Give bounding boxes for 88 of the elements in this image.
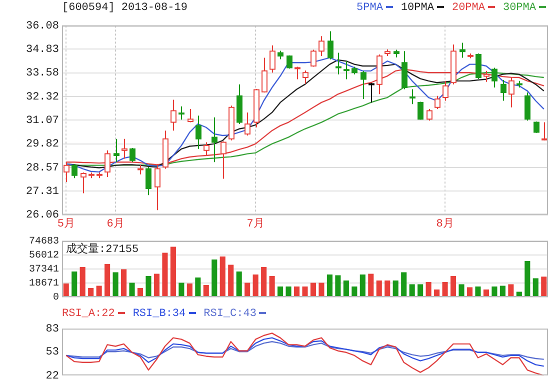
bar [492, 286, 498, 296]
bar [343, 280, 349, 296]
y-tick-label: 32.32 [26, 92, 59, 104]
bar [129, 282, 135, 296]
legend-label: RSI_C:43 [204, 307, 258, 321]
bar [318, 282, 324, 296]
y-tick-label: 31.07 [26, 115, 59, 128]
bar [376, 280, 382, 296]
bar [195, 278, 201, 296]
bar [269, 276, 275, 296]
bar [508, 284, 514, 296]
y-tick-label: 53 [46, 346, 59, 359]
bar [401, 272, 407, 296]
y-tick-label: 27.31 [26, 186, 60, 198]
bar [286, 286, 292, 296]
bar [261, 267, 267, 296]
bar [63, 284, 69, 296]
x-tick-label: 7月 [246, 217, 264, 230]
bar [121, 269, 127, 296]
bar [418, 284, 424, 296]
bar [392, 280, 398, 296]
y-tick-label: 29.82 [26, 138, 59, 151]
x-tick-label: 6月 [106, 217, 124, 230]
bar [409, 284, 415, 296]
bar [326, 274, 332, 296]
bar [466, 287, 473, 296]
bar [458, 284, 464, 296]
y-tick-label: 56012 [28, 250, 59, 262]
bar [384, 280, 390, 296]
bar [475, 286, 481, 296]
bar [335, 275, 341, 296]
bar [426, 282, 432, 296]
chart-title: 成交量:27155 [66, 241, 139, 256]
bar [252, 274, 258, 296]
y-tick-label: 33.58 [26, 68, 59, 80]
bar [186, 284, 192, 296]
y-tick-label: 36.08 [26, 20, 59, 33]
bar [483, 290, 489, 296]
y-tick-label: 22 [46, 370, 59, 382]
legend-label: RSI_B:34 [132, 307, 187, 321]
bar [541, 276, 547, 296]
legend-label: RSI_A:22 [62, 307, 116, 321]
bar [524, 261, 530, 296]
bar [302, 286, 308, 296]
y-tick-label: 34.83 [26, 44, 59, 56]
y-tick-label: 18671 [28, 278, 59, 290]
bar [72, 272, 78, 296]
bar [178, 282, 184, 296]
bar [360, 274, 366, 296]
bar [96, 286, 102, 296]
legend-label: 20PMA [452, 1, 486, 15]
y-tick-label: 37341 [28, 264, 59, 276]
bar [368, 274, 374, 296]
y-tick-label: 26.06 [26, 210, 59, 222]
bar [146, 276, 152, 296]
bar [500, 286, 506, 296]
bar [220, 256, 226, 296]
bar [278, 286, 284, 296]
bar [162, 252, 168, 296]
y-tick-label: 28.57 [26, 162, 59, 174]
legend-label: 10PMA [400, 1, 435, 15]
bar [104, 264, 110, 296]
bar [450, 276, 456, 296]
bar [532, 278, 538, 296]
bar [434, 290, 440, 296]
y-tick-label: 74683 [28, 236, 59, 248]
bar [203, 285, 209, 296]
y-tick-label: 83 [46, 324, 59, 336]
bar [442, 282, 448, 296]
bar [244, 282, 250, 296]
legend-label: 5PMA [356, 1, 384, 15]
x-tick-label: 8月 [436, 217, 454, 230]
x-tick-label: 5月 [57, 217, 75, 230]
bar [310, 282, 316, 296]
bar [112, 272, 118, 296]
y-tick-label: 0 [52, 292, 59, 304]
bar [80, 267, 86, 296]
legend-label: 30PMA [502, 1, 537, 15]
bar [228, 264, 234, 296]
bar [137, 288, 144, 296]
bar [88, 288, 94, 296]
bar [294, 286, 300, 296]
bar [170, 246, 176, 296]
bar [212, 260, 218, 296]
bar [236, 272, 242, 296]
bar [352, 286, 358, 296]
chart-title: [600594] 2013-08-19 [62, 1, 188, 15]
bar [154, 274, 160, 296]
